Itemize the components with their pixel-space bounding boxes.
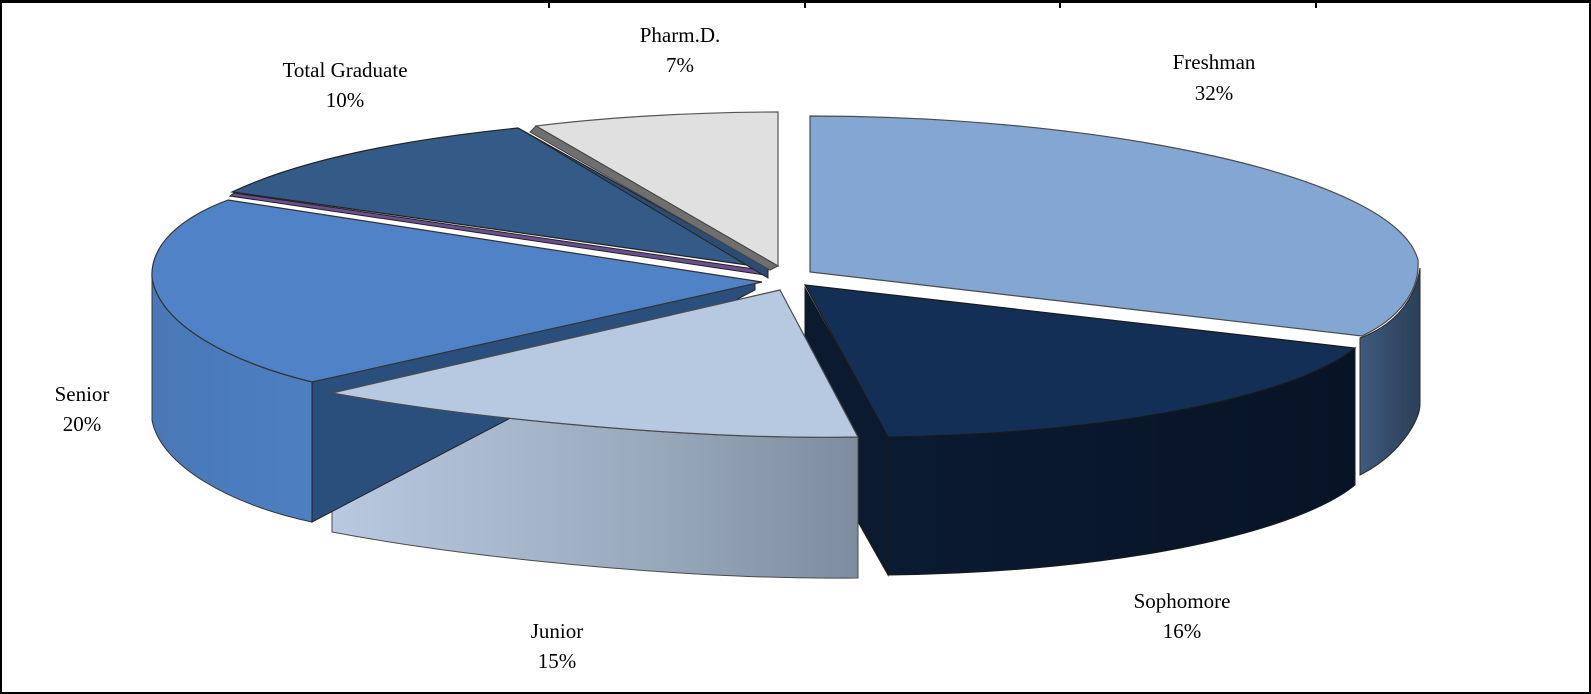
label-junior-name: Junior: [531, 619, 584, 643]
label-senior-pct: 20%: [63, 412, 102, 436]
freshman-slice: [809, 115, 1419, 337]
senior-slice: [151, 199, 763, 383]
label-freshman-pct: 32%: [1195, 81, 1234, 105]
label-total-graduate-pct: 10%: [326, 88, 365, 112]
frame-tick: [1059, 0, 1061, 8]
pharmd-wall: [529, 125, 780, 271]
label-freshman-name: Freshman: [1173, 50, 1256, 74]
label-total-graduate-name: Total Graduate: [282, 58, 407, 82]
pharmd-slice: [534, 111, 779, 268]
label-pharmd-name: Pharm.D.: [640, 23, 721, 47]
frame-tick: [804, 0, 806, 8]
junior-slice: [331, 289, 859, 438]
label-pharmd-pct: 7%: [666, 53, 694, 77]
label-senior-name: Senior: [55, 382, 110, 406]
label-sophomore-pct: 16%: [1163, 619, 1202, 643]
top-border: [0, 0, 1591, 3]
label-sophomore-name: Sophomore: [1134, 589, 1231, 613]
label-junior-pct: 15%: [538, 649, 577, 673]
frame-tick: [1315, 0, 1317, 8]
sophomore-slice: [803, 284, 1357, 438]
freshman-wall: [1359, 267, 1421, 476]
total-graduate-slice: [229, 127, 769, 269]
frame-tick: [548, 0, 550, 8]
